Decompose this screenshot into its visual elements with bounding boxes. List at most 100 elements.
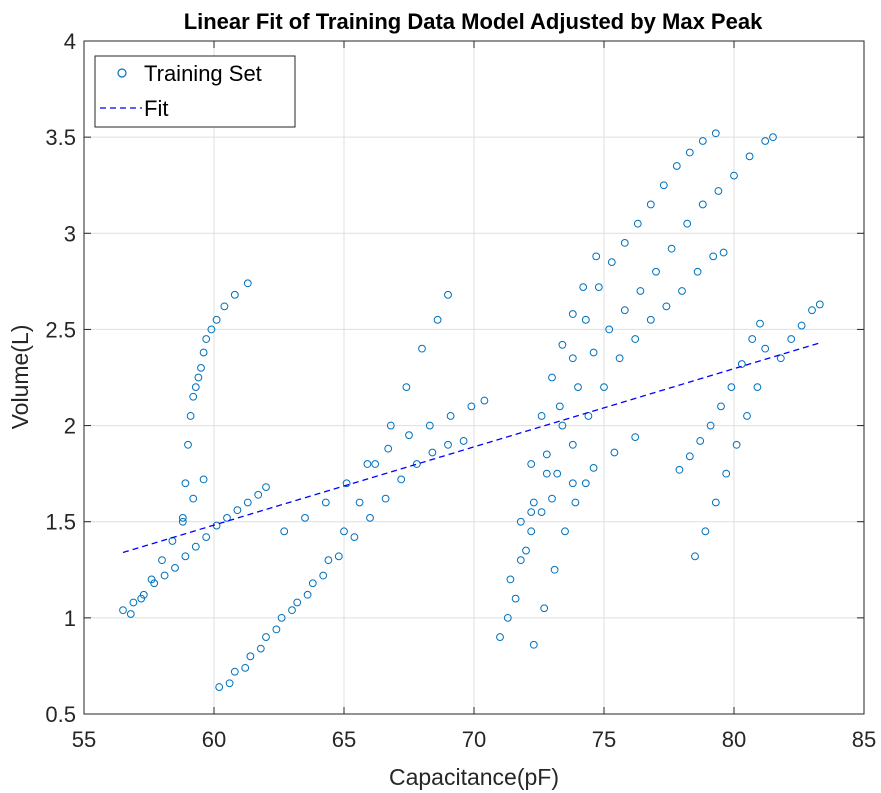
training-set-point: [386, 421, 395, 430]
training-set-point: [537, 412, 546, 420]
training-set-point: [787, 335, 796, 343]
training-set-point: [678, 287, 686, 295]
training-set-point: [592, 252, 601, 261]
training-set-point: [529, 498, 538, 507]
legend-label-fit: Fit: [144, 96, 168, 121]
training-set-point: [301, 513, 309, 522]
training-set-point: [459, 437, 468, 445]
training-set-point: [355, 498, 364, 507]
training-set-point: [503, 613, 512, 622]
training-set-point: [542, 469, 551, 478]
x-tick-label: 55: [72, 727, 96, 752]
training-set-point: [418, 344, 426, 353]
training-set-point: [529, 640, 538, 649]
training-set-point: [548, 373, 556, 382]
training-set-point: [254, 490, 263, 499]
training-set-point: [272, 625, 281, 634]
training-set-point: [610, 448, 619, 457]
fit-line: [122, 342, 820, 554]
training-set-point: [745, 152, 754, 161]
training-set-point: [620, 306, 629, 315]
training-set-point: [815, 300, 824, 309]
training-set-point: [511, 594, 520, 603]
training-set-point: [288, 606, 296, 615]
training-set-point: [467, 402, 476, 411]
training-set-point: [225, 679, 234, 688]
x-axis-label: Capacitance(pF): [389, 764, 559, 790]
training-set-point: [212, 315, 221, 324]
training-set-point: [600, 383, 608, 392]
training-set-point: [696, 437, 705, 445]
training-set-point: [506, 575, 515, 584]
training-set-point: [129, 598, 138, 607]
training-set-point: [698, 137, 707, 145]
training-set-point: [761, 137, 770, 145]
training-set-point: [184, 440, 192, 449]
training-set-point: [537, 508, 546, 516]
training-set-point: [363, 460, 372, 468]
training-set-point: [137, 594, 146, 603]
training-set-point: [761, 344, 770, 353]
x-tick-label: 75: [592, 727, 616, 752]
training-set-points: [119, 129, 824, 691]
training-set-point: [178, 517, 187, 526]
training-set-point: [402, 383, 411, 392]
y-axis-ticks: 0.5 1 1.5 2 2.5 3 3.5 4: [45, 29, 864, 727]
training-set-point: [672, 162, 681, 170]
training-set-point: [527, 527, 536, 536]
training-set-point: [178, 513, 187, 522]
training-set-point: [241, 663, 250, 672]
legend-label-training-set: Training Set: [144, 61, 262, 86]
training-set-point: [243, 498, 252, 507]
y-tick-label: 1: [64, 606, 76, 631]
training-set-point: [553, 469, 562, 478]
training-set-point: [568, 310, 577, 318]
training-set-point: [698, 200, 707, 209]
training-set-point: [722, 469, 731, 478]
training-set-point: [303, 590, 312, 599]
training-set-point: [540, 604, 549, 613]
x-tick-label: 60: [202, 727, 226, 752]
y-tick-label: 2.5: [45, 317, 76, 342]
training-set-point: [522, 546, 530, 555]
training-set-point: [579, 283, 588, 292]
training-set-point: [191, 383, 200, 392]
training-set-point: [202, 533, 211, 541]
training-set-point: [685, 148, 694, 157]
training-set-point: [444, 290, 452, 299]
legend-box: [94, 55, 296, 128]
training-set-point: [197, 363, 205, 372]
y-tick-label: 0.5: [45, 702, 76, 727]
training-set-point: [342, 479, 351, 488]
training-set-point: [753, 383, 762, 392]
training-set-point: [496, 633, 504, 641]
training-set-point: [171, 563, 179, 572]
x-tick-label: 80: [722, 727, 746, 752]
training-set-point: [189, 494, 198, 503]
training-set-point: [340, 527, 348, 536]
training-set-point: [516, 556, 525, 565]
training-set-point: [717, 402, 725, 411]
training-set-point: [516, 517, 525, 526]
training-set-point: [701, 527, 710, 536]
training-set-point: [381, 494, 390, 503]
training-set-point: [215, 683, 224, 691]
training-set-point: [397, 475, 406, 484]
training-set-point: [160, 571, 169, 580]
training-set-point: [646, 315, 655, 324]
training-set-point: [633, 219, 642, 228]
training-set-point: [243, 279, 252, 288]
training-set-point: [220, 302, 229, 311]
training-set-point: [558, 421, 567, 430]
training-set-point: [732, 440, 741, 449]
training-set-point: [371, 460, 380, 468]
training-set-point: [308, 579, 317, 588]
training-set-point: [147, 575, 156, 584]
training-set-point: [808, 306, 816, 315]
training-set-point: [693, 267, 702, 276]
training-set-point: [194, 373, 203, 382]
training-set-point: [246, 652, 255, 661]
training-set-point: [594, 283, 603, 292]
training-set-point: [262, 633, 270, 641]
x-axis-ticks: 55 60 65 70 75 80 85: [72, 41, 876, 752]
